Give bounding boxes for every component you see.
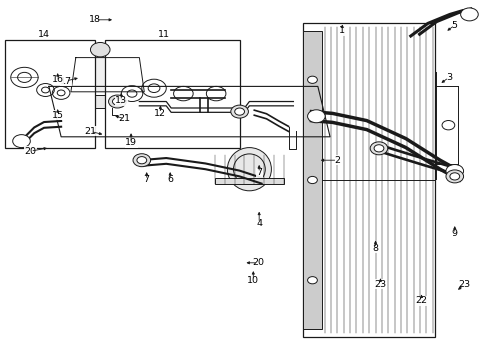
Circle shape [137, 157, 146, 164]
Circle shape [108, 95, 126, 108]
Text: 21: 21 [119, 114, 130, 123]
Text: 1: 1 [339, 26, 345, 35]
Circle shape [449, 173, 459, 180]
Text: 10: 10 [247, 276, 259, 285]
Text: 14: 14 [38, 30, 50, 39]
Text: 17: 17 [60, 77, 72, 85]
Text: 16: 16 [52, 75, 63, 84]
Circle shape [445, 165, 463, 177]
Text: 13: 13 [115, 96, 127, 105]
Circle shape [460, 8, 477, 21]
Text: 5: 5 [451, 21, 457, 30]
Text: 22: 22 [415, 296, 427, 305]
Text: 7: 7 [143, 175, 149, 184]
Circle shape [90, 42, 110, 57]
Text: 21: 21 [84, 127, 96, 136]
Text: 15: 15 [52, 111, 63, 120]
Circle shape [230, 105, 248, 118]
Bar [95, 95, 120, 108]
Circle shape [112, 98, 122, 105]
Circle shape [234, 108, 244, 115]
Bar [215, 178, 283, 184]
Circle shape [307, 176, 317, 184]
Bar [5, 40, 95, 148]
Text: 2: 2 [334, 156, 340, 165]
Circle shape [307, 276, 317, 284]
Text: 3: 3 [445, 73, 451, 82]
Text: 7: 7 [256, 168, 262, 177]
Text: 9: 9 [451, 230, 457, 239]
Circle shape [133, 154, 150, 167]
Text: 8: 8 [372, 244, 378, 253]
Text: 20: 20 [252, 258, 264, 267]
Circle shape [445, 170, 463, 183]
Text: 12: 12 [154, 109, 166, 118]
Bar [105, 40, 239, 148]
Text: 18: 18 [89, 15, 101, 24]
Text: 20: 20 [24, 147, 36, 156]
Text: 23: 23 [458, 280, 469, 289]
Ellipse shape [227, 148, 271, 191]
Circle shape [307, 110, 325, 123]
Bar [303, 31, 321, 329]
Circle shape [307, 76, 317, 84]
Bar [303, 23, 434, 337]
Circle shape [369, 142, 387, 155]
Text: 6: 6 [167, 175, 173, 184]
Text: 4: 4 [256, 219, 262, 228]
Text: 11: 11 [158, 30, 169, 39]
Circle shape [373, 145, 383, 152]
Circle shape [441, 121, 454, 130]
Text: 23: 23 [374, 280, 386, 289]
Circle shape [13, 135, 30, 148]
Polygon shape [71, 58, 144, 92]
Text: 19: 19 [125, 139, 137, 148]
